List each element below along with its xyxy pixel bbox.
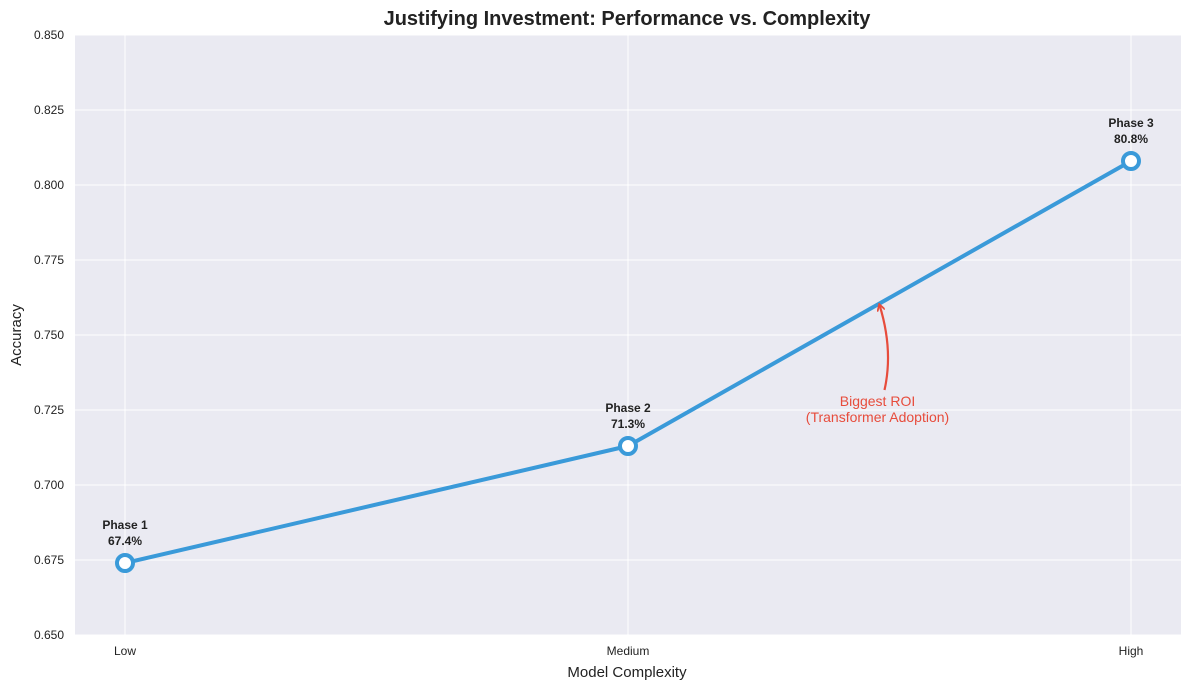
- y-tick-label: 0.675: [34, 553, 64, 567]
- data-label-value: 71.3%: [611, 417, 645, 431]
- y-tick-label: 0.725: [34, 403, 64, 417]
- annotation: Biggest ROI (Transformer Adoption): [806, 305, 949, 425]
- data-label-value: 80.8%: [1114, 132, 1148, 146]
- data-point: [618, 436, 638, 456]
- y-tick-label: 0.850: [34, 28, 64, 42]
- x-tick-label: Medium: [607, 644, 650, 658]
- data-points: [115, 151, 1141, 573]
- data-point: [1121, 151, 1141, 171]
- y-tick-label: 0.825: [34, 103, 64, 117]
- x-axis-ticks: Low Medium High: [114, 644, 1143, 658]
- y-tick-label: 0.700: [34, 478, 64, 492]
- annotation-line-2: (Transformer Adoption): [806, 409, 949, 425]
- annotation-arrow: [880, 305, 890, 391]
- y-tick-label: 0.775: [34, 253, 64, 267]
- x-axis-label: Model Complexity: [567, 664, 687, 681]
- data-label-phase: Phase 1: [102, 518, 148, 532]
- y-axis-ticks: 0.650 0.675 0.700 0.725 0.750 0.775 0.800 0.825…: [34, 28, 64, 642]
- chart-title: Justifying Investment: Performance vs. C…: [384, 8, 872, 30]
- y-tick-label: 0.750: [34, 328, 64, 342]
- y-tick-label: 0.650: [34, 628, 64, 642]
- data-label-value: 67.4%: [108, 534, 142, 548]
- data-label-phase: Phase 2: [605, 401, 651, 415]
- data-point: [115, 553, 135, 573]
- x-tick-label: Low: [114, 644, 136, 658]
- x-tick-label: High: [1119, 644, 1144, 658]
- y-axis-label: Accuracy: [8, 304, 25, 366]
- y-tick-label: 0.800: [34, 178, 64, 192]
- grid: [75, 34, 1181, 636]
- data-label-phase: Phase 3: [1108, 116, 1154, 130]
- data-labels: Phase 1 67.4% Phase 2 71.3% Phase 3 80.8%: [102, 116, 1154, 548]
- annotation-line-1: Biggest ROI: [840, 393, 915, 409]
